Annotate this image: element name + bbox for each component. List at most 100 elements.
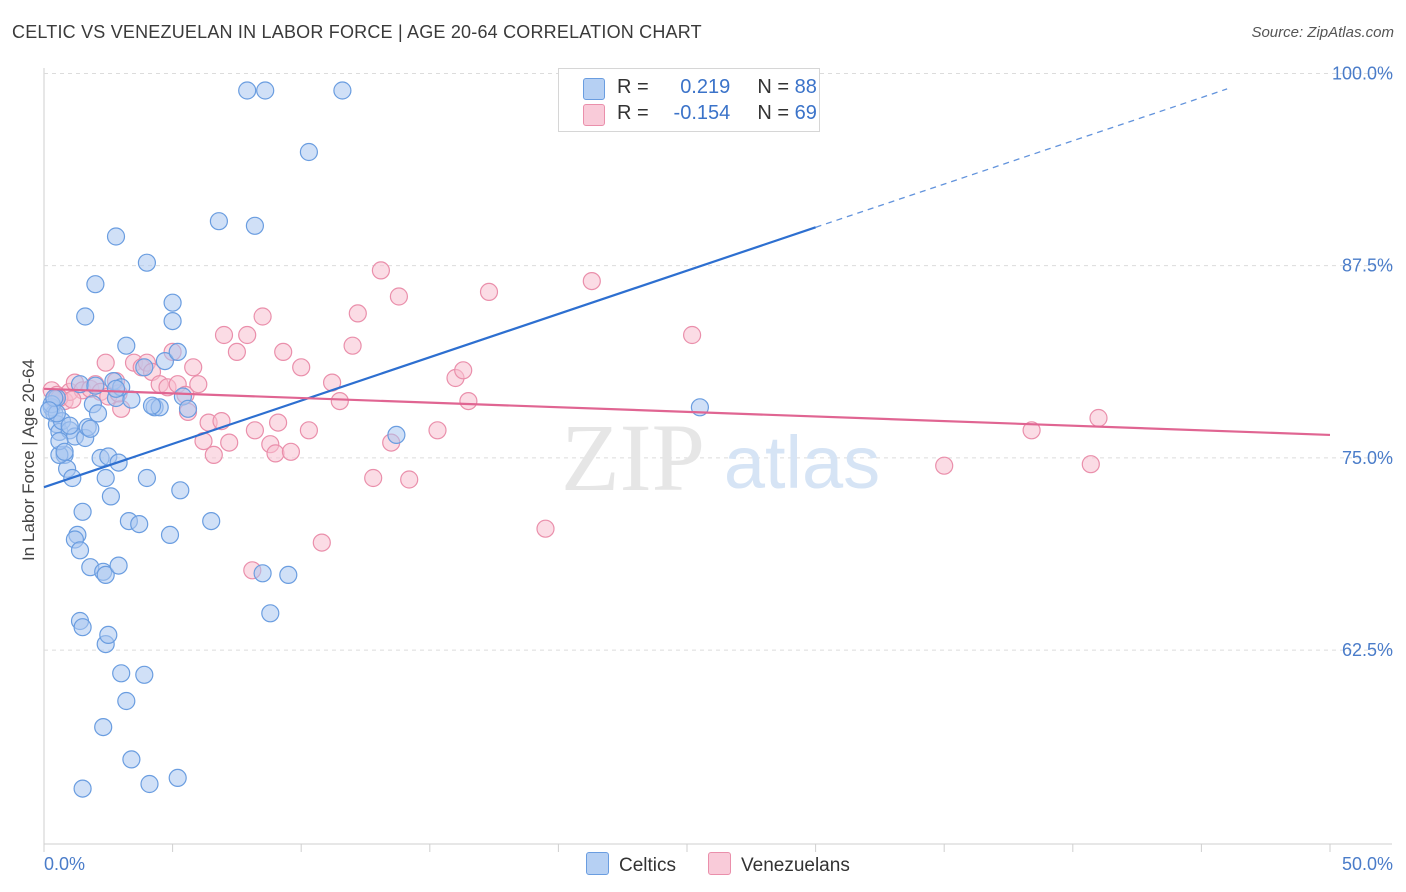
celtic-point[interactable]	[333, 81, 352, 100]
celtic-point[interactable]	[178, 399, 198, 418]
celtic-point[interactable]	[60, 416, 79, 435]
celtic-point[interactable]	[96, 468, 115, 488]
venezuelan-point[interactable]	[63, 390, 82, 409]
venezuelans-trend-line	[43, 387, 1331, 437]
venezuelan-point[interactable]	[96, 353, 115, 372]
celtic-point[interactable]	[238, 81, 257, 100]
venezuelan-point[interactable]	[292, 358, 311, 377]
celtic-point[interactable]	[70, 541, 90, 560]
venezuelan-point[interactable]	[281, 442, 300, 461]
venezuelan-point[interactable]	[266, 444, 285, 463]
venezuelan-point[interactable]	[189, 375, 208, 394]
celtic-point[interactable]	[122, 750, 141, 769]
celtic-point[interactable]	[299, 142, 318, 162]
y-tick-label: 62.5%	[1342, 640, 1393, 660]
celtic-point[interactable]	[81, 419, 100, 438]
celtic-point[interactable]	[261, 604, 280, 623]
celtic-point[interactable]	[171, 481, 190, 500]
celtic-point[interactable]	[106, 379, 126, 398]
celtic-point[interactable]	[73, 779, 92, 798]
celtic-point[interactable]	[142, 396, 162, 415]
celtic-point[interactable]	[245, 216, 264, 235]
celtic-point[interactable]	[76, 307, 95, 326]
venezuelan-point[interactable]	[253, 307, 272, 326]
stats-legend: R = 0.219 N = 88 R = -0.154 N = 69	[558, 68, 820, 132]
celtic-point[interactable]	[39, 401, 59, 420]
venezuelan-point[interactable]	[935, 456, 954, 475]
celtic-point[interactable]	[163, 293, 182, 312]
watermark-atlas: atlas	[724, 421, 880, 504]
venezuelan-point[interactable]	[454, 361, 473, 380]
venezuelan-point[interactable]	[582, 272, 601, 291]
celtic-point[interactable]	[137, 468, 156, 488]
celtics-n-label: N =	[757, 76, 790, 98]
venezuelan-point[interactable]	[245, 421, 264, 440]
celtic-point[interactable]	[117, 336, 136, 355]
celtic-point[interactable]	[73, 618, 92, 637]
venezuelan-point[interactable]	[227, 342, 246, 361]
venezuelan-point[interactable]	[428, 421, 447, 440]
celtic-point[interactable]	[96, 565, 115, 585]
celtic-point[interactable]	[155, 352, 174, 371]
venezuelan-point[interactable]	[184, 358, 203, 377]
celtic-point[interactable]	[130, 514, 149, 534]
venezuelan-point[interactable]	[220, 433, 239, 452]
venezuelan-point[interactable]	[299, 421, 318, 440]
celtic-point[interactable]	[256, 81, 275, 100]
venezuelan-point[interactable]	[312, 533, 331, 552]
celtic-point[interactable]	[73, 502, 92, 521]
venezuelan-point[interactable]	[1081, 455, 1100, 474]
venezuelan-point[interactable]	[1022, 421, 1041, 440]
celtic-point[interactable]	[168, 768, 187, 788]
celtic-point[interactable]	[160, 525, 180, 545]
source-credit: Source: ZipAtlas.com	[1251, 24, 1394, 41]
venezuelan-point[interactable]	[274, 342, 293, 361]
venezuelan-point[interactable]	[348, 304, 367, 323]
celtic-point[interactable]	[112, 664, 131, 683]
venezuelan-point[interactable]	[371, 261, 390, 280]
venezuelan-point[interactable]	[269, 413, 288, 432]
venezuelan-point[interactable]	[682, 325, 702, 345]
venezuelans-swatch	[583, 104, 605, 126]
chart-title: CELTIC VS VENEZUELAN IN LABOR FORCE | AG…	[12, 22, 702, 42]
venezuelan-point[interactable]	[214, 325, 234, 345]
venezuelan-point[interactable]	[479, 282, 499, 301]
celtic-point[interactable]	[117, 691, 136, 711]
legend-item-venezuelans[interactable]: Venezuelans	[708, 852, 850, 877]
venezuelan-point[interactable]	[1089, 408, 1108, 428]
celtic-point[interactable]	[253, 564, 272, 583]
venezuelan-point[interactable]	[238, 325, 257, 345]
celtic-point[interactable]	[387, 425, 406, 444]
legend-item-celtics[interactable]: Celtics	[586, 852, 676, 877]
celtic-point[interactable]	[99, 625, 118, 645]
venezuelan-point[interactable]	[330, 392, 349, 411]
celtic-point[interactable]	[86, 275, 105, 294]
celtic-point[interactable]	[135, 665, 154, 684]
celtic-point[interactable]	[55, 442, 74, 461]
y-tick-label: 100.0%	[1332, 63, 1393, 83]
celtic-point[interactable]	[163, 312, 182, 331]
celtic-point[interactable]	[202, 511, 221, 531]
celtic-point[interactable]	[101, 487, 121, 506]
celtic-point[interactable]	[279, 565, 298, 585]
venezuelan-point[interactable]	[343, 336, 362, 355]
celtic-point[interactable]	[140, 774, 159, 794]
celtic-point[interactable]	[88, 404, 108, 423]
venezuelan-point[interactable]	[536, 519, 555, 538]
celtic-point[interactable]	[137, 253, 156, 272]
celtic-point[interactable]	[168, 342, 187, 361]
venezuelan-point[interactable]	[389, 287, 408, 306]
venezuelan-point[interactable]	[204, 445, 223, 464]
venezuelan-point[interactable]	[400, 470, 419, 489]
venezuelan-point[interactable]	[364, 468, 383, 488]
celtic-point[interactable]	[106, 227, 126, 246]
celtic-point[interactable]	[94, 717, 113, 737]
venezuelans-legend-label: Venezuelans	[741, 855, 850, 876]
venezuelan-point[interactable]	[459, 392, 478, 411]
celtic-point[interactable]	[209, 212, 228, 231]
celtic-point[interactable]	[122, 390, 141, 409]
celtic-point[interactable]	[109, 556, 128, 575]
celtics-r-label: R =	[617, 76, 649, 98]
celtic-point[interactable]	[135, 358, 154, 377]
